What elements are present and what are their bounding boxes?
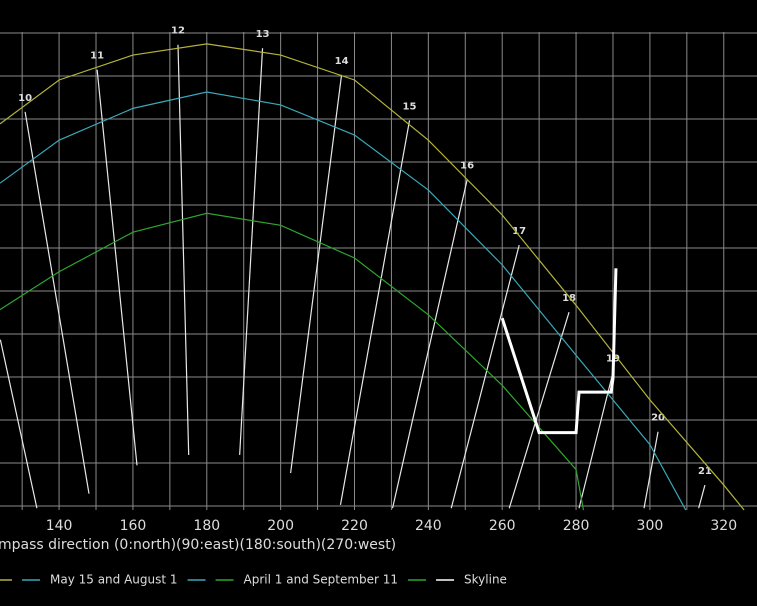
x-tick-label: 180 xyxy=(193,518,220,534)
series-line xyxy=(0,212,585,511)
hour-label: 14 xyxy=(335,56,349,67)
x-axis-label: mpass direction (0:north)(90:east)(180:s… xyxy=(0,537,396,553)
hour-line xyxy=(339,120,411,505)
hour-label: 17 xyxy=(512,226,526,237)
x-tick-label: 240 xyxy=(415,518,442,534)
x-tick-label: 280 xyxy=(563,518,590,534)
x-tick-label: 200 xyxy=(267,518,294,534)
hour-line xyxy=(0,339,38,509)
x-tick-label: 260 xyxy=(489,518,516,534)
hour-line xyxy=(450,244,520,509)
hour-line xyxy=(643,431,659,509)
hour-label: 12 xyxy=(171,26,185,37)
x-tick-label: 320 xyxy=(710,518,737,534)
legend-label: Skyline xyxy=(464,573,507,587)
hour-label: 18 xyxy=(562,293,576,304)
hour-line xyxy=(96,69,138,466)
hour-label: 11 xyxy=(90,51,104,62)
x-tick-label: 300 xyxy=(637,518,664,534)
hour-label: 21 xyxy=(698,466,712,477)
hour-line xyxy=(508,312,570,509)
hour-label: 10 xyxy=(18,93,32,104)
x-tick-label: 220 xyxy=(341,518,368,534)
hour-line xyxy=(239,48,264,455)
hour-label: 13 xyxy=(256,29,270,40)
hour-line xyxy=(290,74,343,474)
series-line xyxy=(0,43,745,511)
hour-label: 15 xyxy=(403,101,417,112)
hour-line xyxy=(578,372,614,509)
hour-line xyxy=(391,179,468,509)
x-tick-label: 160 xyxy=(120,518,147,534)
legend-label: May 15 and August 1 xyxy=(50,573,178,587)
series-line xyxy=(0,91,687,511)
hour-label: 16 xyxy=(460,161,474,172)
hour-line xyxy=(24,111,90,494)
hour-line xyxy=(177,44,190,455)
series-line xyxy=(500,268,618,435)
x-tick-label: 140 xyxy=(46,518,73,534)
legend-label: April 1 and September 11 xyxy=(244,573,399,587)
hour-label: 20 xyxy=(651,413,665,424)
hour-line xyxy=(698,484,706,509)
